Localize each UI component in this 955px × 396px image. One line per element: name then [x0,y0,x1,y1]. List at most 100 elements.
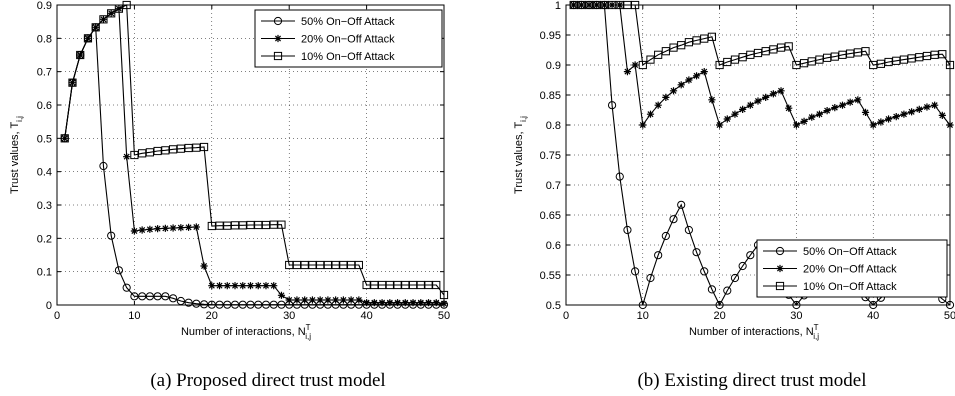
legend: 50% On−Off Attack 20% On−Off Attack 10% On… [756,239,948,298]
x-tick-label: 20 [713,310,725,322]
legend-label: 10% On−Off Attack [301,51,395,63]
x-tick-label: 50 [438,310,450,322]
legend-label: 50% On−Off Attack [803,246,897,258]
x-tick-label: 40 [360,310,372,322]
data-point [631,267,640,276]
data-point [114,266,124,275]
data-point [362,280,371,290]
y-tick-label: 0 [46,300,52,312]
data-point [122,283,131,292]
data-point [269,300,278,309]
data-point [60,134,69,143]
data-point [154,225,162,233]
data-point [238,221,247,230]
data-point [777,87,785,95]
data-point [238,300,247,309]
data-point [254,282,262,290]
data-point [707,32,717,41]
data-point [401,280,410,290]
x-tick-label: 20 [206,310,218,322]
data-point [192,223,200,231]
data-point [646,55,655,64]
series-square [60,0,449,300]
data-point [114,4,124,13]
y-tick-label: 0.9 [546,60,561,72]
data-point [877,118,885,126]
data-point [246,282,255,290]
data-point [254,300,263,309]
data-point [815,110,824,118]
data-point [61,134,69,142]
data-point [607,101,617,110]
series-square [569,0,955,70]
data-point [938,111,946,119]
data-point [654,101,662,109]
x-tick-label: 0 [563,310,569,322]
y-tick-label: 0.3 [37,200,52,212]
data-point [908,108,916,116]
y-axis-label: Trust values, Ti,j [9,116,24,194]
data-point [363,299,371,307]
x-tick-label: 40 [867,310,879,322]
y-tick-label: 0.6 [37,100,52,112]
data-point [785,104,793,112]
x-tick-label: 10 [128,310,140,322]
data-point [285,260,294,270]
data-point [161,292,170,301]
data-point [439,290,449,300]
data-point [138,292,147,301]
data-point [230,300,240,309]
y-tick-label: 0.85 [540,90,561,102]
caption: (a) Proposed direct trust model [150,370,385,391]
x-tick-label: 10 [637,310,649,322]
data-point [215,282,224,290]
data-point [432,280,441,290]
data-point [661,231,670,241]
data-point [831,104,839,112]
data-point [708,96,716,104]
data-point [308,260,317,270]
data-point [192,299,201,308]
data-point [669,215,678,224]
data-point [293,296,301,304]
data-point [355,296,363,304]
data-point [731,110,739,118]
data-point [161,146,170,155]
series-star [61,5,448,308]
data-point [99,15,108,24]
data-point [332,296,340,304]
data-point [292,260,302,270]
data-point [145,148,154,157]
data-point [145,292,154,301]
data-point [792,121,800,129]
y-tick-label: 0.55 [540,270,561,282]
data-point [416,280,425,290]
data-point [324,296,332,304]
legend-marker-star [274,34,282,43]
data-point [347,260,356,270]
y-tick-label: 0.6 [546,240,561,252]
data-point [892,113,900,121]
data-point [347,296,355,304]
data-point [215,221,224,230]
data-point [715,300,724,310]
data-point [638,300,647,310]
legend-marker-circle [775,246,785,256]
y-tick-label: 0.5 [546,300,561,312]
data-point [408,280,418,290]
data-point [122,0,131,10]
data-point [339,260,348,270]
data-point [223,300,232,309]
legend-label: 20% On−Off Attack [301,34,395,46]
data-point [623,68,632,76]
data-point [269,220,278,229]
legend-marker-star [776,264,784,273]
data-point [331,260,340,270]
data-point [169,224,177,232]
x-tick-label: 30 [283,310,295,322]
data-point [254,220,263,230]
data-point [869,121,877,129]
y-tick-label: 1 [555,0,561,12]
y-tick-label: 0.2 [37,233,52,245]
y-tick-label: 0.7 [37,67,52,79]
